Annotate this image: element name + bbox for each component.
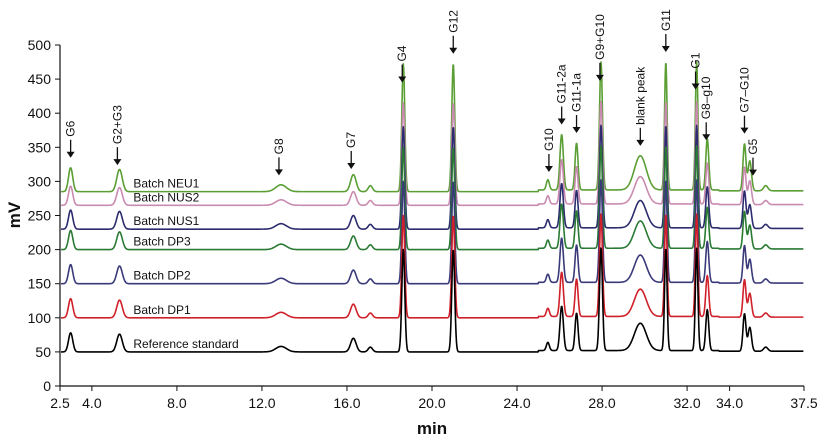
x-tick-label: 32.0 — [673, 395, 700, 411]
y-tick-label: 200 — [28, 242, 52, 258]
y-tick-label: 300 — [28, 173, 52, 189]
x-tick-label: 34.0 — [716, 395, 743, 411]
series-label: Reference standard — [133, 337, 238, 351]
peak-annotations: G6 G2+G3 G8 G7 G4 G12 G10 G11-2a G11-1a G9+G10 bla… — [64, 9, 760, 176]
y-tick-label: 450 — [28, 71, 52, 87]
x-tick-label: 20.0 — [418, 395, 445, 411]
x-tick-label: 4.0 — [82, 395, 102, 411]
peak-label: G8–g10 — [699, 76, 713, 119]
peak-label: G5 — [746, 138, 760, 154]
series-line — [60, 247, 804, 353]
peak-label: G7–G10 — [737, 67, 751, 113]
peak-arrow-head — [557, 118, 566, 125]
series-line — [60, 145, 804, 251]
x-tick-label: 2.5 — [50, 395, 70, 411]
peak-label: G12 — [446, 10, 460, 33]
x-tick-label: 12.0 — [248, 395, 275, 411]
peak-label: G6 — [64, 120, 78, 136]
series-line — [60, 213, 804, 319]
peak-arrow-head — [595, 74, 604, 81]
peak-arrow-head — [740, 127, 749, 134]
y-axis-title: mV — [5, 201, 24, 228]
peak-arrow-head — [113, 159, 122, 166]
peak-arrow-head — [572, 127, 581, 134]
x-tick-label: 24.0 — [503, 395, 530, 411]
peak-label: G11-1a — [570, 73, 584, 112]
peak-label: blank peak — [633, 66, 647, 125]
series-label: Batch NUS1 — [133, 214, 199, 228]
x-tick-label: 28.0 — [588, 395, 615, 411]
peak-arrow-head — [748, 169, 757, 176]
peak-label: G4 — [395, 45, 409, 61]
axes: 0 50 100 150 200 250 300 350 400 450 500 2.5 4.0 8.0 1… — [28, 37, 818, 411]
y-tick-label: 400 — [28, 105, 52, 121]
peak-arrow-head — [661, 46, 670, 53]
peak-arrow-head — [449, 47, 458, 54]
peak-arrow-head — [274, 169, 283, 176]
series-label: Batch DP3 — [133, 235, 191, 249]
x-tick-label: 8.0 — [167, 395, 187, 411]
series-label: Batch NUS2 — [133, 190, 199, 204]
series-label: Batch DP1 — [133, 303, 191, 317]
peak-label: G10 — [542, 128, 556, 151]
peak-arrow-head — [691, 83, 700, 90]
y-tick-label: 350 — [28, 139, 52, 155]
peak-arrow-head — [66, 151, 75, 158]
y-tick-label: 250 — [28, 208, 52, 224]
peak-label: G2+G3 — [110, 105, 124, 144]
x-tick-label: 37.5 — [790, 395, 817, 411]
peak-label: G11-2a — [555, 64, 569, 103]
x-tick-label: 16.0 — [333, 395, 360, 411]
peak-arrow-head — [544, 165, 553, 172]
x-axis-title: min — [417, 419, 447, 437]
series-line — [60, 100, 804, 207]
peak-arrow-head — [347, 162, 356, 169]
trace-labels: Reference standard Batch DP1 Batch DP2 Batc… — [133, 177, 238, 351]
peak-arrow-head — [398, 76, 407, 83]
peak-label: G8 — [272, 138, 286, 154]
series-label: Batch NEU1 — [133, 177, 199, 191]
peak-label: G9+G10 — [593, 14, 607, 60]
peak-label: G7 — [344, 132, 358, 148]
series-line — [60, 124, 804, 230]
peak-label: G1 — [689, 52, 703, 68]
traces — [60, 61, 804, 353]
y-tick-label: 0 — [43, 378, 51, 394]
series-line — [60, 61, 804, 193]
peak-label: G11 — [659, 9, 673, 31]
y-tick-label: 500 — [28, 37, 52, 53]
series-label: Batch DP2 — [133, 269, 191, 283]
y-tick-label: 50 — [35, 344, 51, 360]
series-line — [60, 179, 804, 285]
y-tick-label: 100 — [28, 310, 52, 326]
y-tick-label: 150 — [28, 276, 52, 292]
peak-arrow-head — [702, 134, 711, 141]
peak-arrow-head — [636, 139, 645, 146]
